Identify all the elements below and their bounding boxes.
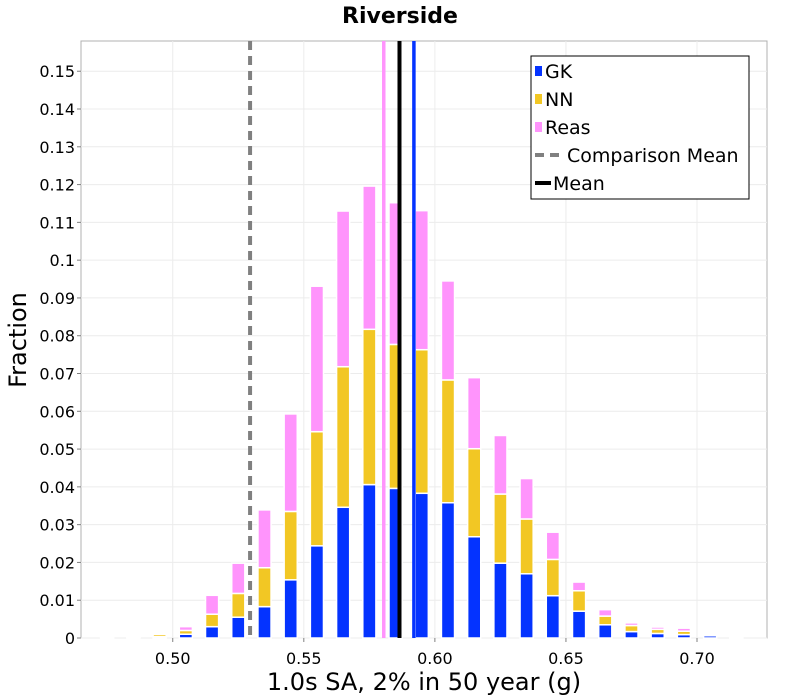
y-tick-label: 0.01 <box>39 591 75 610</box>
x-tick-label: 0.60 <box>417 649 453 668</box>
bar-reas <box>362 185 377 331</box>
bar-reas <box>624 622 639 627</box>
y-tick-label: 0.09 <box>39 289 75 308</box>
bar-nn <box>257 566 272 608</box>
bar-nn <box>545 558 561 597</box>
legend-label-mean: Mean <box>553 173 605 195</box>
bar-reas <box>126 634 141 638</box>
bar-gk <box>335 506 351 639</box>
bar-reas <box>309 285 325 433</box>
legend-label-gk: GK <box>545 61 573 83</box>
bar-nn <box>335 365 351 509</box>
bar-reas <box>545 531 561 561</box>
legend-label-comparison-mean: Comparison Mean <box>567 145 739 167</box>
legend-swatch-reas <box>535 122 542 132</box>
bar-gk <box>309 545 325 639</box>
bar-reas <box>440 280 456 381</box>
bar-gk <box>283 579 299 639</box>
bar-reas <box>230 562 246 595</box>
bar-gk <box>362 483 377 639</box>
bar-nn <box>230 592 246 618</box>
y-tick-label: 0.11 <box>39 213 75 232</box>
y-tick-label: 0.13 <box>39 138 75 157</box>
bar-gk <box>414 492 430 639</box>
bar-reas <box>152 632 167 635</box>
x-axis-label: 1.0s SA, 2% in 50 year (g) <box>267 668 581 696</box>
x-tick-label: 0.70 <box>679 649 715 668</box>
chart-title: Riverside <box>342 4 458 29</box>
y-tick-label: 0.12 <box>39 176 75 195</box>
bar-nn <box>204 613 220 628</box>
bar-gk <box>624 630 639 639</box>
bar-reas <box>597 608 613 617</box>
bar-reas <box>335 210 351 368</box>
bar-reas <box>283 413 299 513</box>
y-tick-label: 0.05 <box>39 440 75 459</box>
bar-reas <box>650 626 665 631</box>
y-axis-ticks: 0 0.01 0.02 0.03 0.04 0.05 0.06 0.07 0.08 0.09 0.1… <box>39 62 81 648</box>
bar-nn <box>362 328 377 486</box>
legend-label-nn: NN <box>545 89 573 111</box>
y-tick-label: 0.15 <box>39 62 75 81</box>
bar-gk <box>257 605 272 639</box>
y-tick-label: 0.04 <box>39 478 75 497</box>
y-axis-label: Fraction <box>4 292 32 388</box>
bar-reas <box>466 376 482 450</box>
bars <box>99 185 744 639</box>
legend: GK NN Reas Comparison Mean Mean <box>530 55 750 200</box>
y-tick-label: 0.02 <box>39 553 75 572</box>
bar-reas <box>571 581 587 592</box>
bar-nn <box>309 430 325 547</box>
y-tick-label: 0.06 <box>39 402 75 421</box>
y-tick-label: 0.1 <box>50 251 75 270</box>
y-tick-label: 0.08 <box>39 327 75 346</box>
legend-box <box>530 55 750 200</box>
bar-reas <box>493 434 508 495</box>
bar-gk <box>440 501 456 639</box>
legend-label-reas: Reas <box>545 117 591 139</box>
legend-swatch-gk <box>535 66 542 76</box>
vertical-lines <box>248 41 416 638</box>
bar-nn <box>283 510 299 581</box>
bar-gk <box>571 610 587 639</box>
y-tick-label: 0.14 <box>39 100 75 119</box>
x-tick-label: 0.65 <box>548 649 584 668</box>
bar-gk <box>519 573 534 639</box>
bar-gk <box>597 624 613 639</box>
bar-gk <box>466 535 482 639</box>
bar-nn <box>571 590 587 612</box>
y-tick-label: 0 <box>65 629 75 648</box>
bar-nn <box>414 348 430 495</box>
bar-reas <box>676 627 692 632</box>
y-tick-label: 0.03 <box>39 516 75 535</box>
bar-nn <box>440 379 456 504</box>
bar-reas <box>702 632 718 636</box>
x-axis-ticks: 0.50 0.55 0.60 0.65 0.70 <box>155 638 715 668</box>
bar-nn <box>597 615 613 626</box>
bar-reas <box>178 625 194 632</box>
bar-reas <box>257 509 272 569</box>
bar-nn <box>493 493 508 564</box>
x-tick-label: 0.50 <box>155 649 191 668</box>
bar-nn <box>624 624 639 633</box>
bar-reas <box>204 594 220 615</box>
legend-swatch-nn <box>535 94 542 104</box>
bar-reas <box>519 477 534 520</box>
bar-gk <box>204 625 220 639</box>
bar-gk <box>493 562 508 639</box>
bar-reas <box>99 635 115 638</box>
bar-reas <box>414 209 430 351</box>
bar-nn <box>519 518 534 575</box>
bar-nn <box>466 447 482 538</box>
bar-gk <box>230 616 246 639</box>
x-tick-label: 0.55 <box>286 649 322 668</box>
y-tick-label: 0.07 <box>39 365 75 384</box>
bar-gk <box>545 594 561 639</box>
